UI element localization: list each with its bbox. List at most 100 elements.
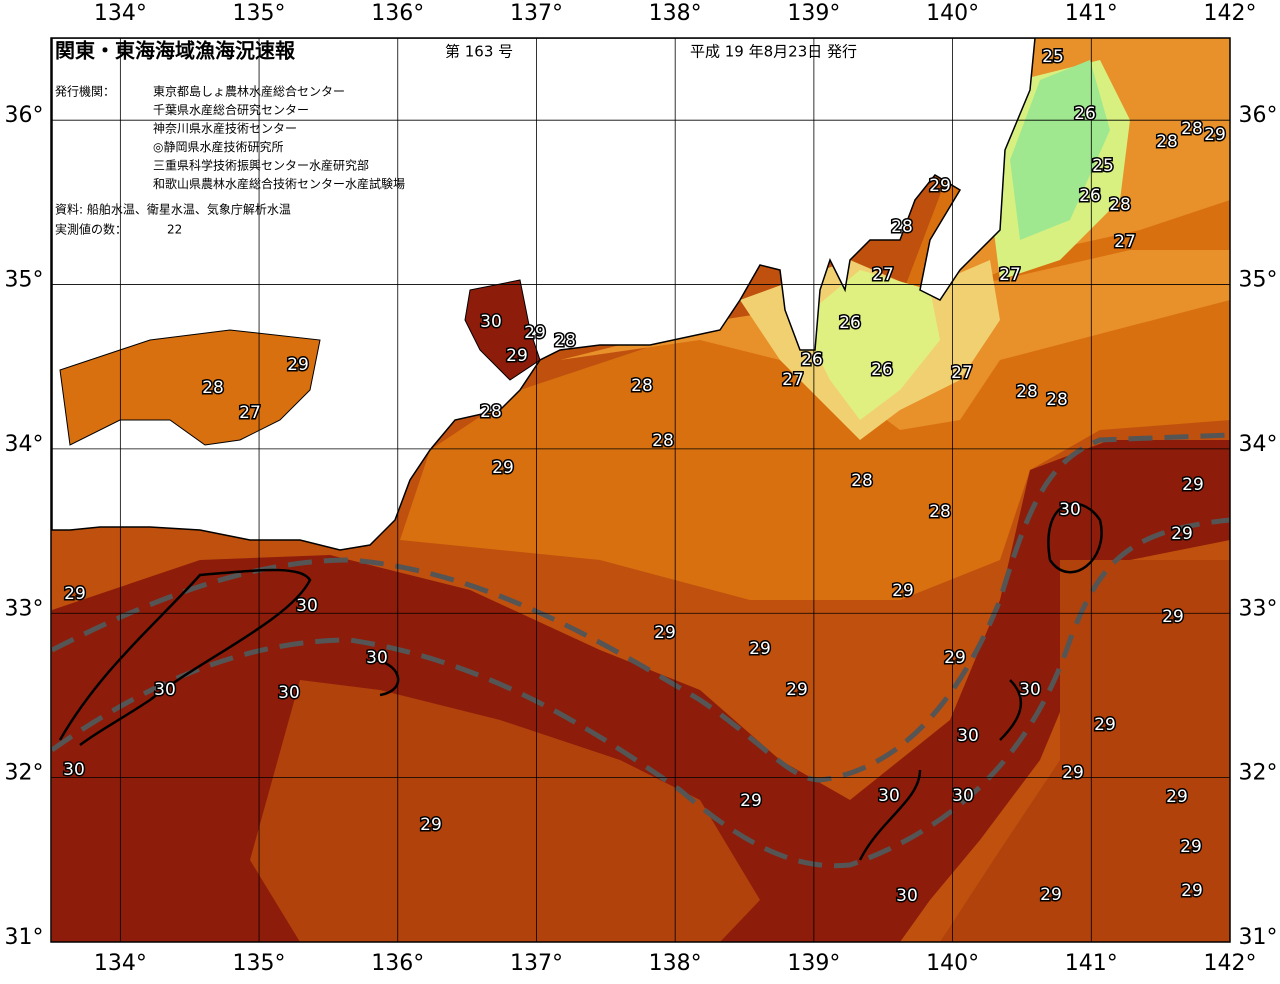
lon-label-bottom: 141°	[1065, 951, 1118, 976]
lat-label-right: 31°	[1239, 925, 1278, 950]
isotherm-label: 28	[652, 431, 674, 451]
lat-label-right: 33°	[1239, 596, 1278, 621]
isotherm-label: 26	[839, 313, 861, 333]
lon-label-bottom: 142°	[1204, 951, 1257, 976]
isotherm-label: 28	[1046, 390, 1068, 410]
isotherm-label: 30	[878, 786, 900, 806]
lat-label-left: 34°	[5, 432, 44, 457]
isotherm-label: 29	[1181, 881, 1203, 901]
lon-label-bottom: 137°	[510, 951, 563, 976]
isotherm-label: 29	[944, 648, 966, 668]
isotherm-label: 30	[296, 596, 318, 616]
isotherm-label: 29	[654, 623, 676, 643]
isotherm-label: 27	[872, 265, 894, 285]
publisher: 東京都島しょ農林水産総合センター	[153, 84, 345, 99]
lat-label-left: 35°	[5, 268, 44, 293]
isotherm-label: 29	[1180, 837, 1202, 857]
isotherm-label: 30	[957, 726, 979, 746]
source: 資料: 船舶水温、衛星水温、気象庁解析水温	[55, 202, 291, 217]
publisher: 神奈川県水産技術センター	[153, 121, 297, 136]
lat-label-right: 35°	[1239, 268, 1278, 293]
sea-dark-east	[940, 560, 1230, 942]
map-frame	[50, 37, 1231, 943]
isotherm-label: 28	[891, 217, 913, 237]
lon-label-bottom: 138°	[649, 951, 702, 976]
count-label: 実測値の数：	[55, 222, 127, 237]
lon-label-top: 140°	[926, 1, 979, 26]
isotherm-label: 25	[1092, 156, 1114, 176]
issue-date: 平成 19 年8月23日 発行	[690, 43, 857, 61]
isotherm-label: 29	[524, 323, 546, 343]
ise-bay	[464, 279, 541, 381]
isotherm-label: 29	[420, 815, 442, 835]
sea-dark	[250, 680, 760, 942]
isotherm-label: 27	[239, 403, 261, 423]
isotherm-label: 28	[480, 402, 502, 422]
isotherm-label: 27	[782, 370, 804, 390]
isotherm-label: 28	[1109, 195, 1131, 215]
isotherm-label: 29	[1204, 125, 1226, 145]
lat-label-left: 36°	[5, 103, 44, 128]
isotherm-label: 30	[952, 786, 974, 806]
isotherm-label: 29	[1171, 524, 1193, 544]
isotherm-label: 29	[1062, 763, 1084, 783]
publisher-label: 発行機関：	[55, 84, 115, 99]
isotherm-label: 29	[749, 639, 771, 659]
isotherm-label: 30	[480, 312, 502, 332]
lon-label-bottom: 134°	[94, 951, 147, 976]
isotherm-label: 30	[896, 886, 918, 906]
isotherm-label: 27	[999, 265, 1021, 285]
isotherm-label: 27	[951, 363, 973, 383]
sea-pale	[800, 270, 940, 420]
isotherm-label: 29	[740, 791, 762, 811]
isotherm-label: 30	[1019, 680, 1041, 700]
isotherm-label: 30	[154, 680, 176, 700]
inland-sea	[59, 329, 321, 446]
land	[51, 38, 1036, 551]
isotherm-label: 28	[851, 471, 873, 491]
lat-label-right: 36°	[1239, 103, 1278, 128]
issue: 第 163 号	[445, 43, 513, 61]
isotherm-label: 29	[506, 346, 528, 366]
isotherm-label: 28	[631, 376, 653, 396]
isotherm-30	[1047, 502, 1103, 574]
lon-label-top: 134°	[94, 1, 147, 26]
isotherm-label: 26	[1079, 186, 1101, 206]
isotherm-label: 30	[63, 760, 85, 780]
isotherm-label: 29	[1040, 885, 1062, 905]
lon-label-top: 141°	[1065, 1, 1118, 26]
lon-label-bottom: 139°	[787, 951, 840, 976]
temperature-field	[51, 38, 1230, 942]
isotherm-label: 28	[929, 502, 951, 522]
isotherm-label: 29	[64, 584, 86, 604]
lon-label-top: 142°	[1204, 1, 1257, 26]
lat-label-right: 32°	[1239, 761, 1278, 786]
sea-green	[1010, 60, 1110, 240]
isotherm-label: 26	[1074, 104, 1096, 124]
lon-label-bottom: 135°	[233, 951, 286, 976]
isotherm-label: 29	[892, 581, 914, 601]
isotherm-label: 26	[871, 360, 893, 380]
isotherm-label: 26	[801, 350, 823, 370]
isotherm-label: 29	[786, 680, 808, 700]
isotherm-label: 30	[1059, 500, 1081, 520]
isotherm-label: 28	[1181, 119, 1203, 139]
lon-label-top: 138°	[649, 1, 702, 26]
publisher: 三重県科学技術振興センター水産研究部	[153, 158, 369, 173]
title: 関東・東海海域漁海況速報	[55, 39, 296, 63]
isotherm-label: 28	[1156, 132, 1178, 152]
isotherm-label: 29	[1162, 607, 1184, 627]
isotherm-label: 30	[366, 648, 388, 668]
kuroshio-south	[51, 517, 1230, 869]
isotherm-30	[58, 568, 312, 747]
isotherm-label: 29	[287, 355, 309, 375]
isotherm-label: 25	[1042, 47, 1064, 67]
isotherm-label: 28	[202, 378, 224, 398]
publisher: 千葉県水産総合研究センター	[153, 102, 309, 117]
isotherm-label: 29	[929, 176, 951, 196]
lat-label-right: 34°	[1239, 432, 1278, 457]
isotherm-label: 29	[1166, 787, 1188, 807]
publisher: 和歌山県農林水産総合技術センター水産試験場	[153, 176, 405, 191]
isotherm-label: 29	[492, 458, 514, 478]
